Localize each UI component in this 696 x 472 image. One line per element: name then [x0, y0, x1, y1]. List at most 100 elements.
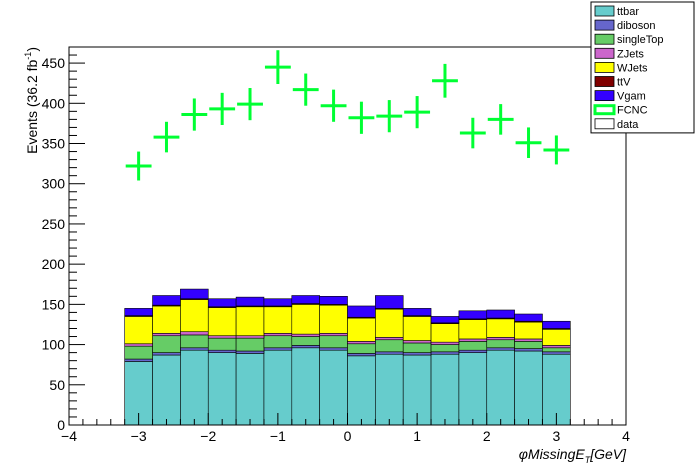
bar-diboson-15	[542, 351, 571, 355]
bar-wjets-3	[207, 307, 237, 337]
bar-wjets-1	[152, 305, 181, 334]
legend-entry-fcnc: FCNC	[593, 104, 648, 117]
bar-vgam-9	[375, 295, 404, 309]
legend-swatch-ttbar	[594, 5, 615, 17]
fcnc-point-15	[543, 135, 570, 165]
bar-wjets-2	[180, 299, 209, 333]
legend-swatch-zjets	[594, 47, 615, 59]
bar-diboson-2	[180, 347, 209, 351]
bar-vgam-14	[514, 313, 543, 322]
legend-swatch-vgam	[594, 90, 615, 101]
bar-vgam-10	[402, 308, 432, 316]
fcnc-point-8	[348, 101, 375, 134]
bar-ttbar-12	[458, 352, 488, 426]
y-tick-label-5: 250	[42, 216, 66, 232]
bar-vgam-8	[347, 305, 376, 318]
bar-vgam-2	[180, 288, 209, 300]
y-tick-label-6: 300	[42, 176, 66, 192]
bar-wjets-4	[235, 306, 265, 337]
legend-label-ttv: ttV	[617, 77, 631, 89]
bar-wjets-14	[514, 321, 543, 340]
x-tick-label-8: 4	[622, 428, 630, 444]
bar-ttbar-9	[375, 353, 404, 426]
fcnc-point-14	[515, 127, 542, 158]
legend-label-wjets: WJets	[617, 62, 648, 74]
bar-wjets-6	[291, 304, 320, 335]
bar-singletop-13	[486, 339, 515, 349]
x-tick-label-3: −1	[270, 428, 286, 444]
bar-zjets-8	[347, 341, 376, 345]
bar-singletop-15	[542, 347, 571, 353]
bar-diboson-1	[152, 352, 181, 356]
bar-singletop-9	[375, 339, 404, 353]
bar-singletop-11	[430, 344, 460, 353]
bar-singletop-1	[152, 335, 181, 353]
bar-diboson-12	[458, 349, 488, 353]
bar-singletop-6	[291, 336, 320, 346]
bar-zjets-15	[542, 345, 571, 349]
bar-ttbar-6	[291, 347, 320, 426]
legend-label-ttbar: ttbar	[617, 6, 639, 18]
bar-ttbar-7	[319, 349, 348, 426]
bar-wjets-9	[375, 308, 404, 338]
y-tick-label-0: 0	[57, 417, 65, 433]
bar-vgam-3	[207, 298, 237, 308]
bar-singletop-5	[263, 335, 293, 349]
bar-zjets-2	[180, 331, 209, 336]
bar-diboson-11	[430, 351, 460, 355]
bar-wjets-11	[430, 323, 460, 343]
bar-zjets-4	[235, 335, 265, 339]
legend-entry-vgam: Vgam	[594, 90, 646, 103]
bar-wjets-0	[124, 316, 153, 345]
y-axis: 0 50 100 150 200 250 300 350 400 450	[42, 46, 85, 433]
bar-vgam-4	[235, 296, 265, 307]
legend-label-singletop: singleTop	[617, 34, 663, 46]
fcnc-point-13	[487, 104, 514, 135]
bar-vgam-0	[124, 308, 153, 316]
bar-diboson-0	[124, 358, 153, 362]
bar-diboson-5	[263, 347, 293, 351]
fcnc-point-12	[459, 117, 486, 149]
bar-zjets-13	[486, 337, 515, 341]
legend-swatch-data	[594, 118, 615, 130]
bar-ttbar-14	[514, 350, 543, 426]
y-tick-label-1: 50	[49, 377, 65, 393]
legend-entry-wjets: WJets	[594, 62, 648, 74]
bar-singletop-0	[124, 345, 153, 360]
bar-vgam-7	[319, 296, 348, 305]
bar-zjets-14	[514, 338, 543, 342]
x-tick-label-4: 0	[344, 428, 352, 444]
bar-singletop-14	[514, 341, 543, 349]
fcnc-point-3	[209, 92, 236, 126]
bar-vgam-12	[458, 310, 488, 320]
legend-entry-zjets: ZJets	[594, 47, 644, 60]
y-axis-title-superscript: -1	[23, 52, 33, 60]
bar-wjets-7	[319, 304, 348, 334]
bar-singletop-3	[207, 337, 237, 351]
stacked-bars	[124, 288, 571, 426]
fcnc-markers	[125, 50, 570, 181]
bar-diboson-13	[486, 347, 515, 351]
legend-swatch-fcnc	[593, 104, 616, 116]
x-axis: −4 −3 −2 −1 0 1 2 3 4	[61, 413, 630, 444]
legend-swatch-singletop	[594, 33, 615, 45]
y-tick-label-2: 100	[42, 337, 66, 353]
legend-swatch-wjets	[594, 62, 615, 73]
bar-zjets-7	[319, 333, 348, 337]
fcnc-point-2	[181, 98, 208, 131]
bar-zjets-3	[207, 335, 237, 339]
x-tick-label-2: −2	[200, 428, 216, 444]
bar-singletop-10	[402, 342, 432, 353]
bar-ttbar-13	[486, 349, 515, 426]
legend-label-data: data	[617, 119, 639, 131]
fcnc-point-10	[404, 96, 431, 129]
bar-diboson-7	[319, 347, 348, 351]
fcnc-point-9	[376, 100, 403, 133]
y-tick-label-8: 400	[42, 95, 66, 111]
bar-zjets-1	[152, 333, 181, 337]
fcnc-point-1	[153, 121, 180, 153]
legend-entry-ttv: ttV	[594, 76, 631, 89]
bar-zjets-5	[263, 333, 293, 337]
y-tick-label-4: 200	[42, 256, 66, 272]
